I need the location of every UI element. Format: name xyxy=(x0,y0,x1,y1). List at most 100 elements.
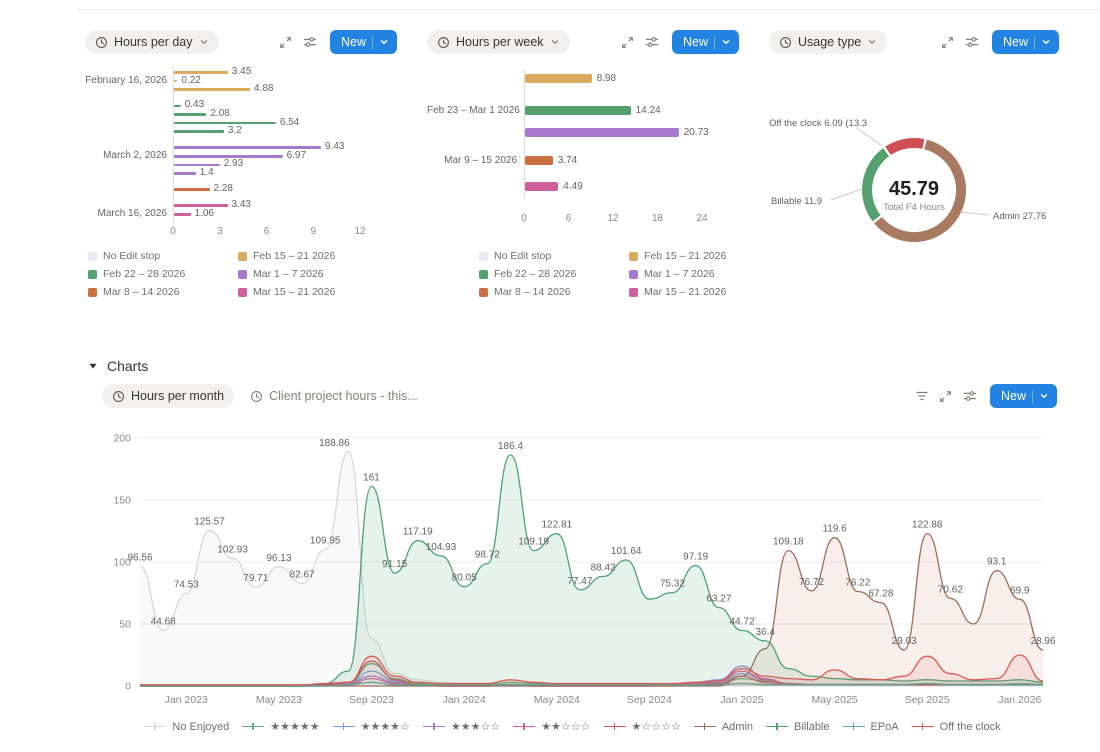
legend-item: Mar 8 – 14 2026 xyxy=(479,286,629,298)
chart-settings-button[interactable] xyxy=(640,30,664,54)
legend-item: ★★★★☆ xyxy=(332,720,410,733)
donut-center-label: Total F4 Hours xyxy=(883,202,945,213)
bar-value-label: 1.4 xyxy=(199,167,214,178)
bar-value-label: 6.97 xyxy=(286,149,307,161)
chart-tab-label: Client project hours - this... xyxy=(269,389,418,403)
chart-settings-button[interactable] xyxy=(958,384,982,408)
legend-item: ★★★☆☆ xyxy=(422,720,500,733)
legend-item: Feb 22 – 28 2026 xyxy=(479,268,629,280)
data-point-label: 44.68 xyxy=(151,617,176,628)
data-point-label: 67.28 xyxy=(868,589,893,600)
filter-icon[interactable] xyxy=(910,384,934,408)
chart-settings-button[interactable] xyxy=(960,30,984,54)
legend-item: EPoA xyxy=(842,721,899,733)
button-divider xyxy=(1032,389,1033,403)
new-button-label: New xyxy=(340,35,366,49)
bar-value-label: 3.74 xyxy=(557,155,578,166)
chart-tab-hours-per-month[interactable]: Hours per month xyxy=(102,384,235,408)
legend-item: No Edit stop xyxy=(479,250,629,262)
legend-swatch xyxy=(238,287,247,297)
data-point-label: 98.72 xyxy=(475,550,500,561)
usage-type-panel: Usage type New Off the clock 6.09 (13.3 A… xyxy=(769,28,1059,298)
button-divider xyxy=(1034,35,1035,49)
chart-tab-hours-per-week[interactable]: Hours per week xyxy=(427,30,570,54)
legend-line-swatch xyxy=(144,722,167,731)
bar-value-label: 1.06 xyxy=(194,207,214,219)
data-point-label: 96.13 xyxy=(266,553,291,564)
x-axis-tick: 0 xyxy=(170,226,176,237)
bar xyxy=(174,79,178,83)
y-axis-label: Feb 23 – Mar 1 2026 xyxy=(427,105,520,116)
new-button[interactable]: New xyxy=(671,30,739,54)
bar xyxy=(525,182,559,191)
bar-value-label: 0.43 xyxy=(184,99,205,111)
legend-item: Billable xyxy=(766,721,830,733)
legend-line-swatch xyxy=(513,722,536,731)
expand-button[interactable] xyxy=(934,384,958,408)
chevron-down-icon xyxy=(1039,391,1049,401)
legend-line-swatch xyxy=(693,722,716,731)
bar-value-label: 2.93 xyxy=(223,158,244,170)
new-button[interactable]: New xyxy=(989,384,1057,408)
legend-item: Feb 15 – 21 2026 xyxy=(629,250,739,262)
legend-item: Off the clock xyxy=(911,721,1001,733)
chart-settings-button[interactable] xyxy=(298,30,322,54)
chart-tab-label: Hours per month xyxy=(131,389,225,403)
y-axis-tick: 100 xyxy=(113,557,131,569)
legend-item: No Edit stop xyxy=(88,250,238,262)
y-axis-tick: 150 xyxy=(113,495,131,507)
x-axis-tick: 9 xyxy=(310,226,317,237)
new-button[interactable]: New xyxy=(991,30,1059,54)
x-axis-tick: 3 xyxy=(217,226,223,237)
chevron-down-icon xyxy=(1041,37,1051,47)
data-point-label: 28.96 xyxy=(1030,636,1055,647)
series-line xyxy=(139,681,1043,687)
new-button[interactable]: New xyxy=(329,30,397,54)
y-axis-label: March 16, 2026 xyxy=(97,207,168,219)
pie-segment xyxy=(874,139,967,243)
legend-item: ★☆☆☆☆ xyxy=(603,720,681,733)
bar-value-label: 20.73 xyxy=(683,127,709,138)
data-point-label: 76.22 xyxy=(845,578,870,589)
data-point-label: 117.19 xyxy=(403,527,433,538)
series-area xyxy=(140,655,1043,686)
legend-item: No Enjoyed xyxy=(144,721,229,733)
panel-header: Hours per week New xyxy=(427,28,739,56)
chart-tab-usage-type[interactable]: Usage type xyxy=(769,30,888,54)
pie-segment xyxy=(885,137,925,156)
data-point-label: 122.81 xyxy=(542,520,573,531)
chart-tab-label: Usage type xyxy=(798,35,862,49)
legend-line-swatch xyxy=(842,722,865,731)
chart-legend: No Edit stop Feb 15 – 21 2026 Feb 22 – 28 … xyxy=(479,250,739,298)
charts-section-toggle[interactable]: Charts xyxy=(88,358,148,374)
legend-item: Mar 15 – 21 2026 xyxy=(629,286,739,298)
data-point-label: 76.72 xyxy=(799,577,824,588)
bar-value-label: 3.45 xyxy=(231,66,252,77)
expand-button[interactable] xyxy=(274,30,298,54)
bar-value-label: 3.2 xyxy=(227,125,242,137)
expand-button[interactable] xyxy=(936,30,960,54)
segment-label: Admin 27.76 xyxy=(993,211,1046,222)
data-point-label: 44.72 xyxy=(729,617,754,628)
chart-legend: No Edit stop Feb 15 – 21 2026 Feb 22 – 28 … xyxy=(88,250,397,298)
legend-swatch xyxy=(479,251,488,261)
data-point-label: 69.9 xyxy=(1010,585,1030,596)
legend-item: Mar 1 – 7 2026 xyxy=(238,268,397,280)
expand-button[interactable] xyxy=(616,30,640,54)
x-axis-tick: Jan 2024 xyxy=(443,694,486,706)
chart-tab-hours-per-day[interactable]: Hours per day xyxy=(85,30,219,54)
hours-per-day-panel: Hours per day New 3.45 0.22 4.88 0.43 2.08 6.… xyxy=(85,28,397,298)
hours-per-week-panel: Hours per week New 8.98 14.24 Feb 23 – Mar… xyxy=(427,28,739,298)
data-point-label: 101.64 xyxy=(611,546,642,557)
x-axis-tick: Sep 2023 xyxy=(349,694,394,706)
x-axis-tick: Jan 2025 xyxy=(720,694,763,706)
legend-item: Mar 8 – 14 2026 xyxy=(88,286,238,298)
x-axis-tick: 6 xyxy=(263,226,270,237)
data-point-label: 186.4 xyxy=(498,441,523,452)
legend-item: Feb 15 – 21 2026 xyxy=(238,250,397,262)
clock-icon xyxy=(250,390,263,403)
data-point-label: 82.67 xyxy=(290,570,315,581)
bar xyxy=(174,71,228,74)
chart-tab-client-project-hours[interactable]: Client project hours - this... xyxy=(246,384,422,408)
bar-value-label: 4.49 xyxy=(563,181,583,192)
